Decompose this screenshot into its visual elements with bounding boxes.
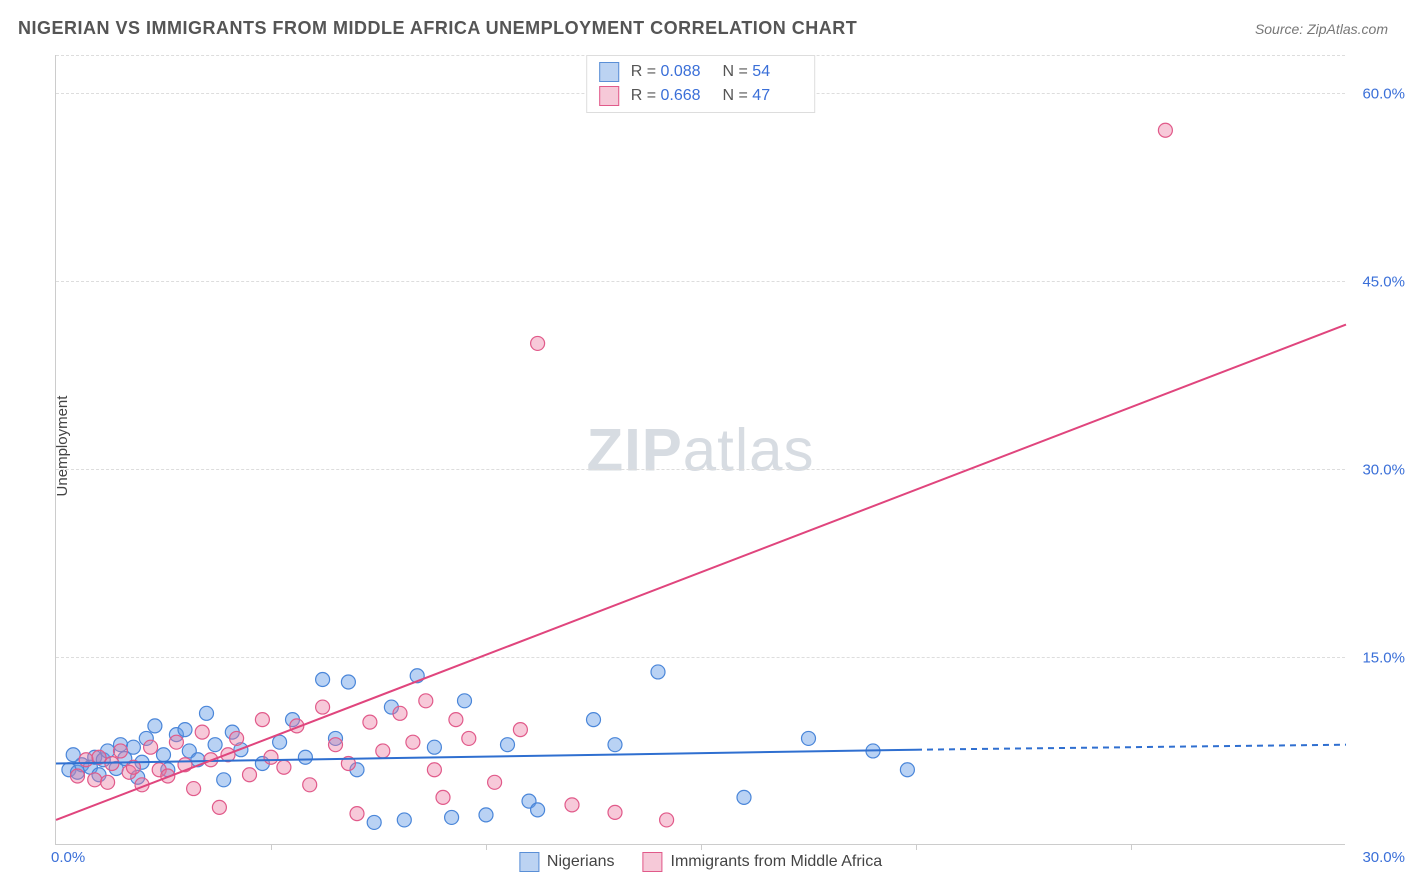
data-point (376, 744, 390, 758)
data-point (900, 763, 914, 777)
data-point (243, 768, 257, 782)
data-point (587, 713, 601, 727)
x-axis-origin-label: 0.0% (51, 849, 85, 866)
data-point (79, 753, 93, 767)
data-point (458, 694, 472, 708)
swatch-middle-africa (599, 86, 619, 106)
series-legend: Nigerians Immigrants from Middle Africa (519, 852, 882, 872)
scatter-svg (56, 55, 1345, 844)
data-point (488, 775, 502, 789)
data-point (513, 723, 527, 737)
data-point (660, 813, 674, 827)
data-point (419, 694, 433, 708)
y-tick-label: 45.0% (1362, 273, 1405, 290)
data-point (462, 731, 476, 745)
data-point (445, 810, 459, 824)
data-point (608, 738, 622, 752)
data-point (264, 750, 278, 764)
data-point (436, 790, 450, 804)
legend-item-middle-africa: Immigrants from Middle Africa (642, 852, 882, 872)
correlation-legend: R = 0.088 N = 54 R = 0.668 N = 47 (586, 55, 816, 113)
data-point (148, 719, 162, 733)
data-point (208, 738, 222, 752)
data-point (126, 740, 140, 754)
data-point (71, 769, 85, 783)
n-value-middle-africa: 47 (752, 87, 802, 105)
swatch-nigerians-icon (519, 852, 539, 872)
data-point (565, 798, 579, 812)
data-point (350, 807, 364, 821)
header-bar: NIGERIAN VS IMMIGRANTS FROM MIDDLE AFRIC… (18, 18, 1388, 39)
data-point (341, 675, 355, 689)
data-point (501, 738, 515, 752)
chart-title: NIGERIAN VS IMMIGRANTS FROM MIDDLE AFRIC… (18, 18, 857, 39)
data-point (187, 782, 201, 796)
data-point (316, 672, 330, 686)
data-point (212, 800, 226, 814)
data-point (427, 763, 441, 777)
legend-row-middle-africa: R = 0.668 N = 47 (599, 84, 803, 108)
data-point (303, 778, 317, 792)
data-point (200, 706, 214, 720)
y-tick-label: 30.0% (1362, 461, 1405, 478)
data-point (316, 700, 330, 714)
plot-area: ZIPatlas 15.0%30.0%45.0%60.0% 0.0% 30.0%… (55, 55, 1345, 845)
data-point (531, 803, 545, 817)
y-tick-label: 15.0% (1362, 649, 1405, 666)
r-value-nigerians: 0.088 (661, 63, 711, 81)
data-point (651, 665, 665, 679)
data-point (195, 725, 209, 739)
data-point (608, 805, 622, 819)
source-credit: Source: ZipAtlas.com (1255, 21, 1388, 37)
data-point (479, 808, 493, 822)
y-tick-label: 60.0% (1362, 85, 1405, 102)
data-point (406, 735, 420, 749)
data-point (114, 744, 128, 758)
legend-item-nigerians: Nigerians (519, 852, 615, 872)
data-point (363, 715, 377, 729)
regression-line-extrapolated (916, 745, 1346, 750)
r-value-middle-africa: 0.668 (661, 87, 711, 105)
data-point (802, 731, 816, 745)
swatch-middle-africa-icon (642, 852, 662, 872)
x-axis-end-label: 30.0% (1362, 849, 1405, 866)
data-point (230, 731, 244, 745)
swatch-nigerians (599, 62, 619, 82)
data-point (217, 773, 231, 787)
data-point (397, 813, 411, 827)
data-point (255, 713, 269, 727)
data-point (329, 738, 343, 752)
data-point (449, 713, 463, 727)
data-point (273, 735, 287, 749)
data-point (367, 815, 381, 829)
regression-line (56, 325, 1346, 820)
data-point (531, 336, 545, 350)
n-value-nigerians: 54 (752, 63, 802, 81)
data-point (157, 748, 171, 762)
data-point (298, 750, 312, 764)
data-point (1158, 123, 1172, 137)
data-point (88, 773, 102, 787)
data-point (144, 740, 158, 754)
data-point (737, 790, 751, 804)
data-point (393, 706, 407, 720)
data-point (101, 775, 115, 789)
data-point (427, 740, 441, 754)
legend-row-nigerians: R = 0.088 N = 54 (599, 60, 803, 84)
data-point (277, 760, 291, 774)
data-point (169, 735, 183, 749)
data-point (178, 723, 192, 737)
